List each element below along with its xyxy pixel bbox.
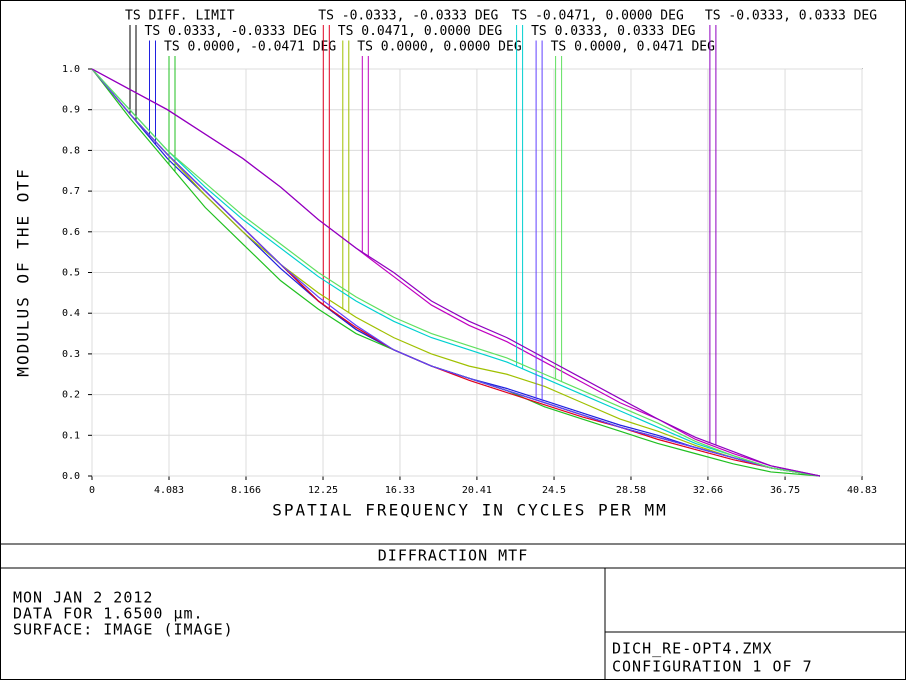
- legend-label: TS -0.0333, -0.0333 DEG: [318, 9, 498, 24]
- mtf-curve: [91, 68, 821, 477]
- legend-label: TS 0.0000, 0.0471 DEG: [551, 40, 716, 55]
- x-tick-label: 36.75: [770, 485, 800, 496]
- y-tick-label: 0.6: [62, 227, 80, 238]
- x-tick-label: 28.58: [616, 485, 646, 496]
- legend-label: TS 0.0333, -0.0333 DEG: [145, 24, 317, 39]
- x-tick-label: 4.083: [154, 485, 184, 496]
- plot-title: DIFFRACTION MTF: [378, 547, 528, 565]
- y-tick-label: 0.5: [62, 268, 80, 279]
- x-tick-label: 20.41: [462, 485, 492, 496]
- x-tick-label: 24.5: [542, 485, 566, 496]
- legend-label: TS -0.0471, 0.0000 DEG: [512, 9, 684, 24]
- legend-label: TS DIFF. LIMIT: [125, 9, 235, 24]
- y-axis-label: MODULUS OF THE OTF: [14, 167, 33, 376]
- y-tick-label: 0.1: [62, 430, 80, 441]
- note: MON JAN 2 2012: [13, 589, 153, 607]
- y-tick-label: 0.0: [62, 471, 80, 482]
- y-tick-label: 0.3: [62, 349, 80, 360]
- y-tick-label: 0.9: [62, 105, 80, 116]
- legend-label: TS 0.0471, 0.0000 DEG: [338, 24, 503, 39]
- y-tick-label: 0.2: [62, 390, 80, 401]
- y-tick-label: 0.8: [62, 145, 80, 156]
- y-tick-label: 0.7: [62, 186, 80, 197]
- x-tick-label: 0: [89, 485, 95, 496]
- y-tick-label: 0.4: [62, 308, 80, 319]
- x-tick-label: 40.83: [847, 485, 877, 496]
- legend-label: TS 0.0333, 0.0333 DEG: [531, 24, 696, 39]
- x-axis-label: SPATIAL FREQUENCY IN CYCLES PER MM: [272, 501, 668, 520]
- note: SURFACE: IMAGE (IMAGE): [13, 621, 234, 639]
- x-tick-label: 32.66: [693, 485, 723, 496]
- x-tick-label: 8.166: [231, 485, 261, 496]
- mtf-curve: [91, 68, 821, 477]
- legend-label: TS 0.0000, -0.0471 DEG: [164, 40, 336, 55]
- legend-label: TS 0.0000, 0.0000 DEG: [357, 40, 522, 55]
- y-tick-label: 1.0: [62, 64, 80, 75]
- x-tick-label: 12.25: [308, 485, 338, 496]
- mtf-curve: [91, 68, 821, 477]
- x-tick-label: 16.33: [385, 485, 415, 496]
- mtf-curve: [91, 68, 821, 477]
- legend-label: TS -0.0333, 0.0333 DEG: [705, 9, 877, 24]
- mtf-curve: [91, 68, 821, 477]
- note: DATA FOR 1.6500 μm.: [13, 605, 204, 623]
- file-name: DICH_RE-OPT4.ZMX: [612, 640, 773, 658]
- configuration: CONFIGURATION 1 OF 7: [612, 658, 813, 676]
